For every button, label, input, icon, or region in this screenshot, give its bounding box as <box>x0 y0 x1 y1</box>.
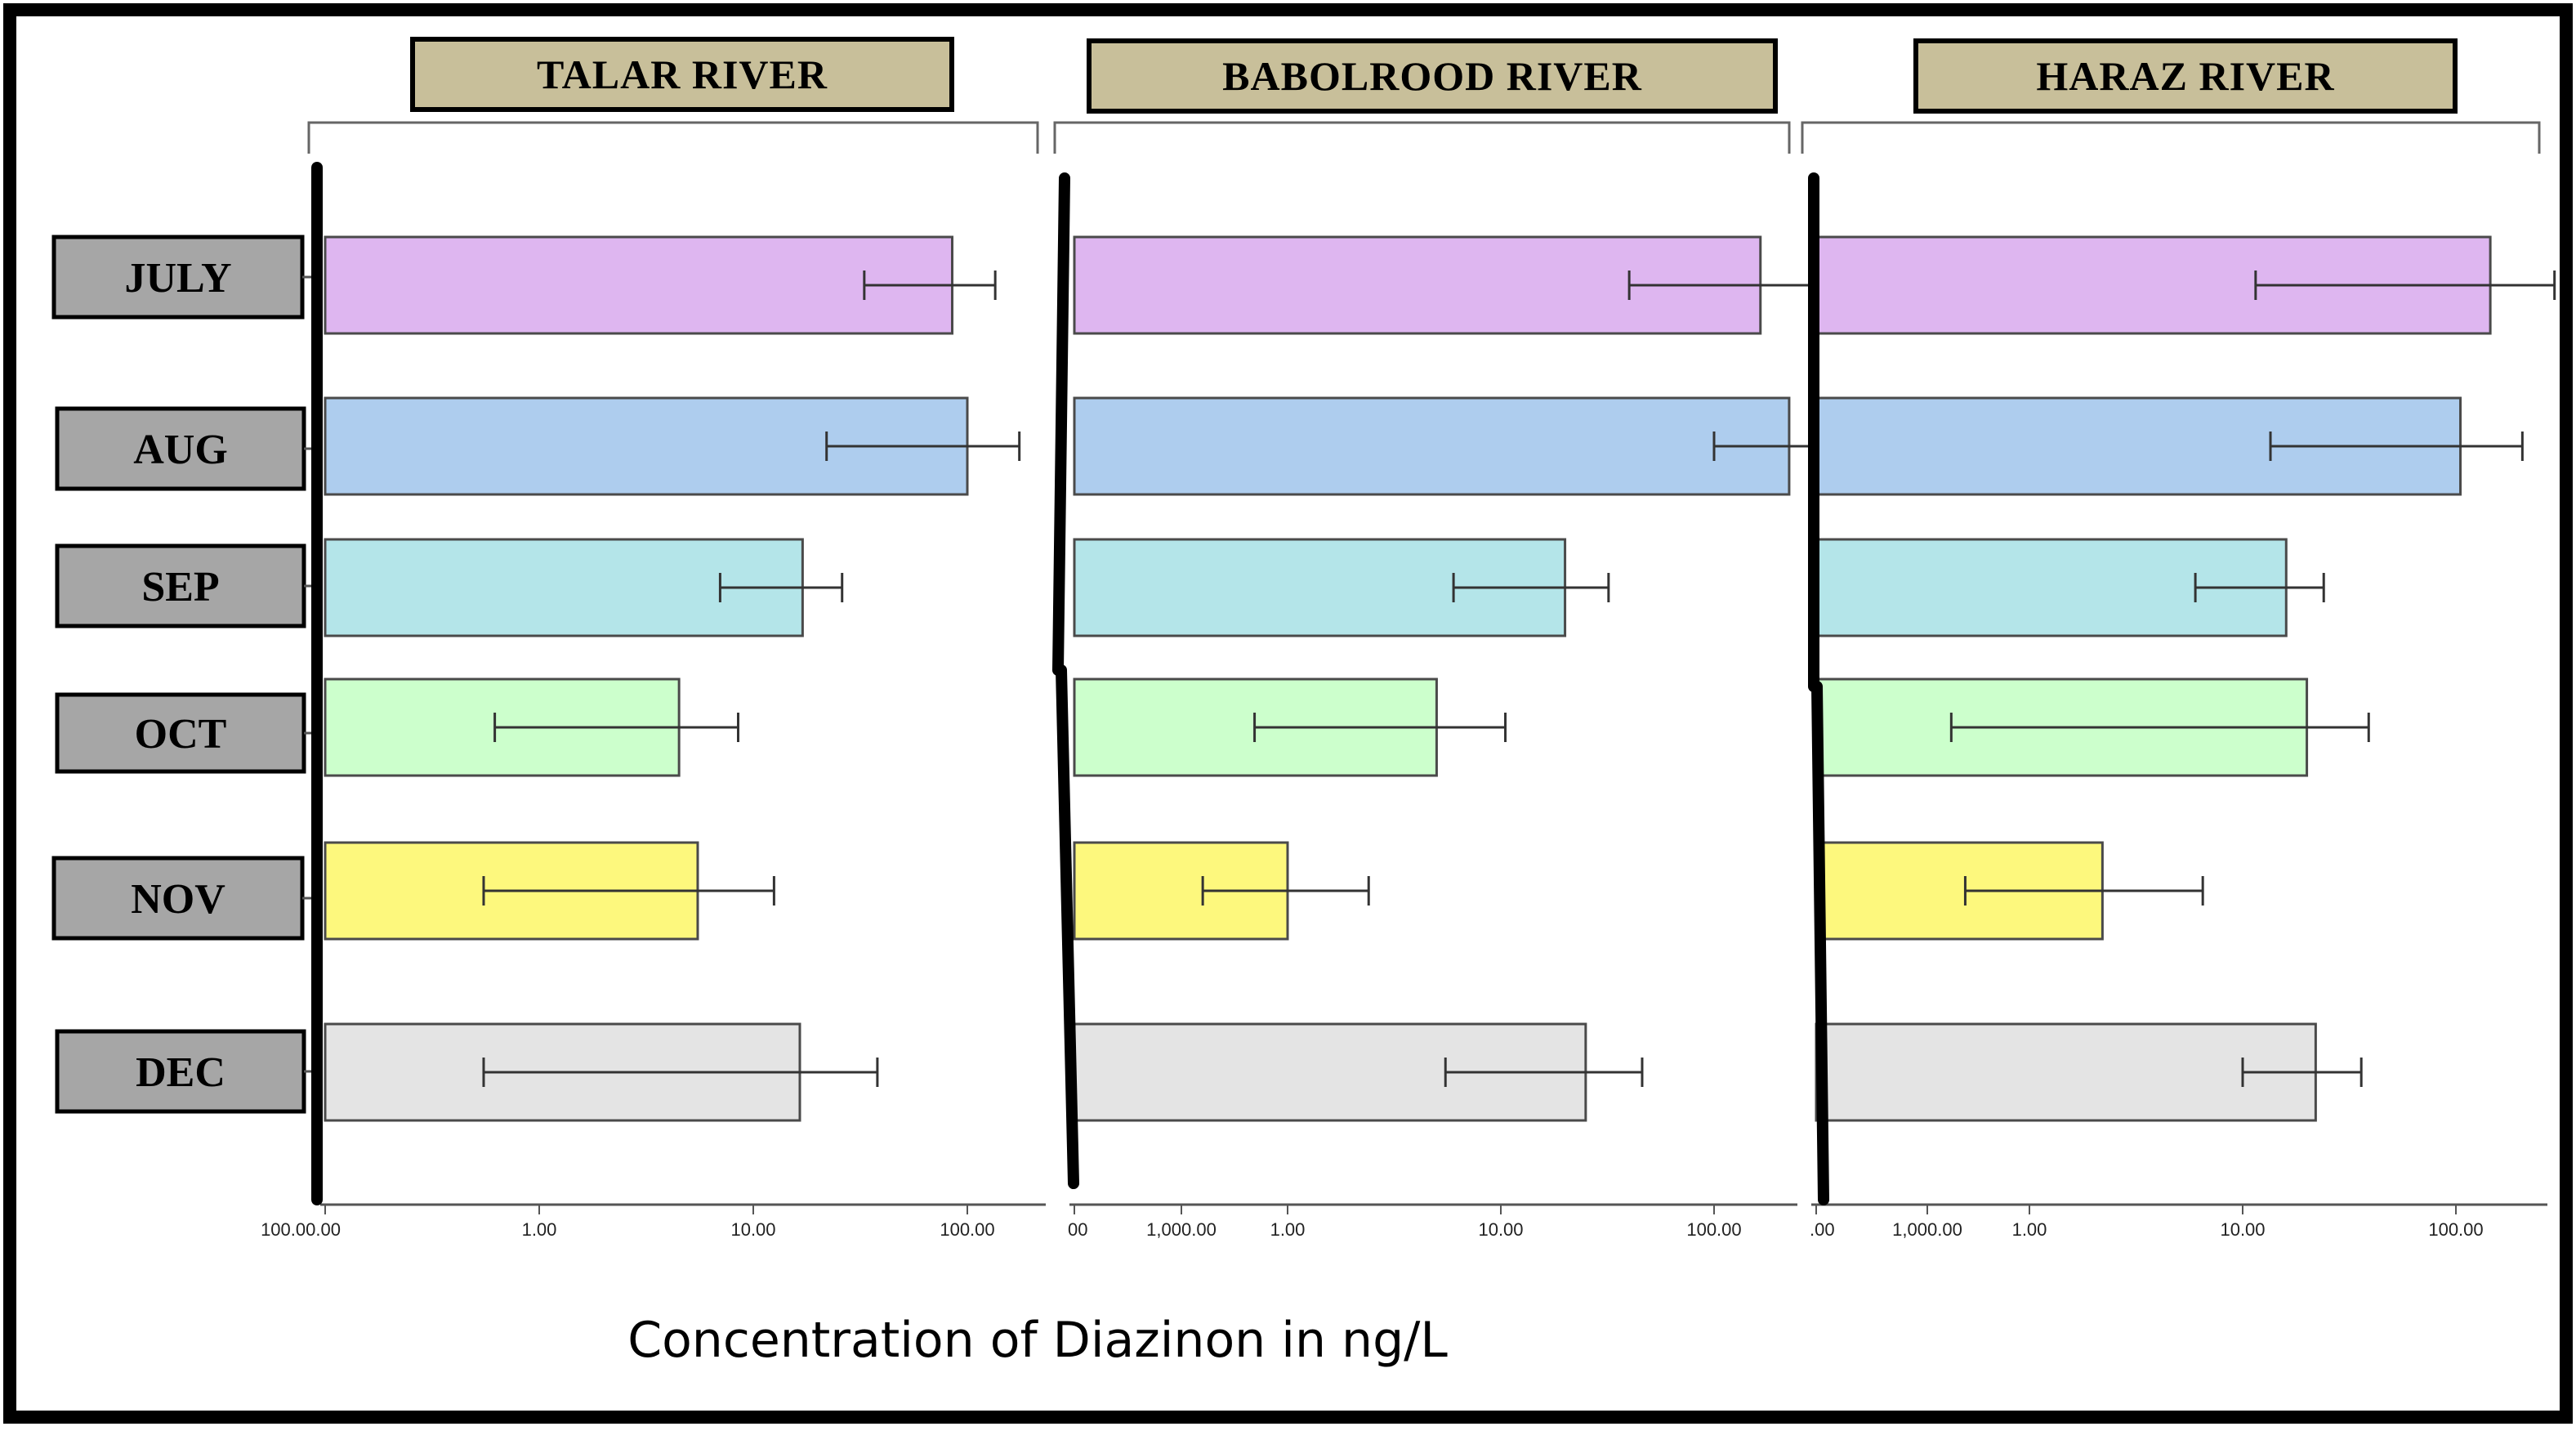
month-label-box-sep <box>55 543 306 628</box>
haraz-river-bracket <box>1801 121 2541 154</box>
babolrood-river-left-rule-0 <box>1052 172 1070 676</box>
babolrood-river-tick-label-0: 00 <box>1068 1219 1087 1240</box>
month-label-dec: DEC <box>136 1049 225 1096</box>
month-label-box-july <box>51 235 305 320</box>
talar-river-tick-label-3: 100.00 <box>940 1219 994 1240</box>
month-label-box-nov <box>51 856 305 941</box>
haraz-river-tick-label-3: 100.00 <box>2428 1219 2483 1240</box>
talar-river-title: TALAR RIVER <box>537 51 828 97</box>
talar-river-tick-label-0: 100.00.00 <box>261 1219 341 1240</box>
month-label-nov: NOV <box>131 876 225 923</box>
haraz-river-tick-label-2: 10.00 <box>2220 1219 2265 1240</box>
babolrood-river-bracket <box>1053 121 1791 154</box>
babolrood-river-left-rule-1 <box>1056 664 1079 1189</box>
month-label-oct: OCT <box>135 711 227 758</box>
babolrood-river-tick-label-1: 1.00 <box>1270 1219 1306 1240</box>
haraz-river-bar-dec <box>1815 1022 2317 1122</box>
babolrood-river-bar-aug <box>1073 396 1791 496</box>
haraz-river-left-rule-1 <box>1811 681 1829 1205</box>
talar-river-title-box <box>410 37 954 112</box>
talar-river-tick-label-2: 10.00 <box>730 1219 775 1240</box>
talar-river-tick-label-4: 1,000.00 <box>1146 1219 1217 1240</box>
babolrood-river-tick-label-2: 10.00 <box>1478 1219 1523 1240</box>
month-label-box-dec <box>55 1029 306 1114</box>
month-label-box-aug <box>55 406 306 491</box>
haraz-river-title: HARAZ RIVER <box>2036 53 2334 99</box>
haraz-river-title-box <box>1913 38 2458 114</box>
month-label-sep: SEP <box>141 564 219 610</box>
haraz-river-tick-label-1: 1.00 <box>2012 1219 2047 1240</box>
haraz-river-tick-label-0: .00 <box>1810 1219 1835 1240</box>
talar-river-tick-label-1: 1.00 <box>522 1219 557 1240</box>
babolrood-river-tick-label-3: 100.00 <box>1686 1219 1741 1240</box>
talar-river-bar-july <box>324 235 954 335</box>
talar-river-bracket <box>307 121 1039 154</box>
babolrood-river-tick-label-4: 1,000.00 <box>1892 1219 1962 1240</box>
month-label-box-oct <box>55 692 306 774</box>
babolrood-river-title: BABOLROOD RIVER <box>1222 53 1642 99</box>
babolrood-river-title-box <box>1087 38 1778 114</box>
x-axis-label: Concentration of Diazinon in ng/L <box>627 1312 1448 1369</box>
month-label-july: JULY <box>124 255 231 302</box>
month-label-aug: AUG <box>133 427 228 473</box>
